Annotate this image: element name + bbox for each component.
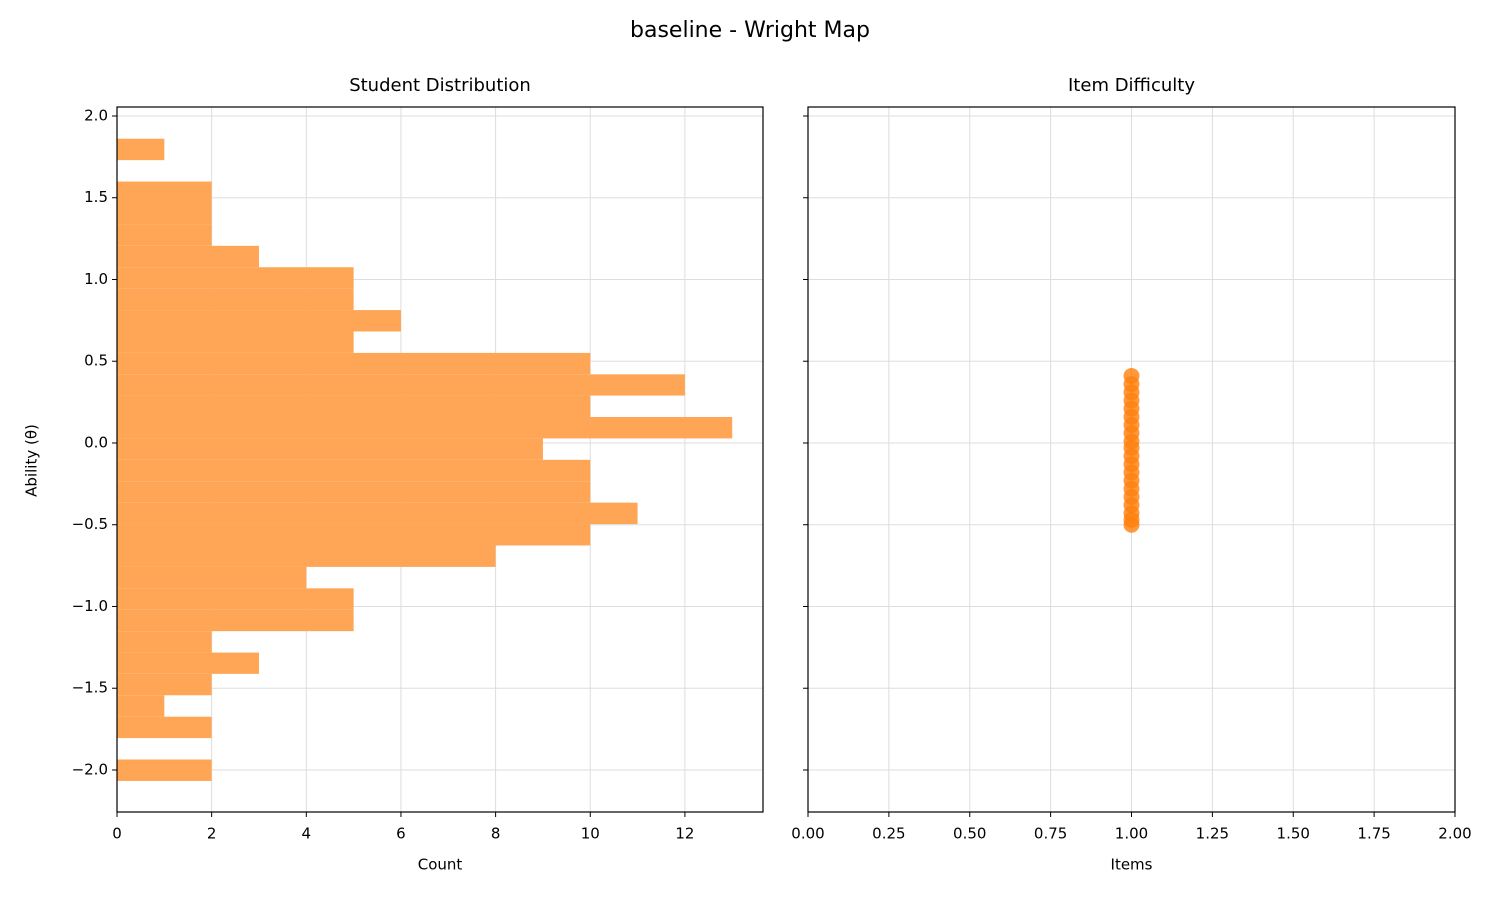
bar [117,352,591,375]
bar [117,631,212,653]
y-tick-label: 1.0 [84,270,108,288]
x-tick-label: 1.25 [1196,825,1229,843]
bar [117,288,354,311]
bar [117,695,165,717]
x-tick-label: 1.75 [1357,825,1390,843]
bar [117,395,591,417]
bar [117,652,259,674]
x-axis-label: Items [1111,856,1153,874]
bar [117,609,354,632]
x-tick-label: 0 [112,825,122,843]
y-tick-label: 1.5 [84,188,108,206]
bar [117,566,307,589]
y-tick-label: 0.5 [84,352,108,370]
bar [117,438,543,460]
bar [117,331,354,353]
bar [117,481,591,503]
axes-frame [807,106,1456,813]
bar [117,374,685,396]
axes-frame [116,106,764,813]
bar [117,716,212,739]
x-tick-label: 2.00 [1438,825,1471,843]
x-tick-label: 0.50 [953,825,986,843]
y-tick-label: −0.5 [72,515,108,533]
bar [117,759,212,781]
y-tick-label: −1.5 [72,679,108,697]
y-tick-label: −1.0 [72,597,108,615]
y-tick-label: 0.0 [84,433,108,451]
panel-title: Student Distribution [349,75,531,96]
bar [117,524,591,546]
y-axis-label: Ability (θ) [23,424,41,497]
bar [117,245,259,268]
x-tick-label: 0.75 [1034,825,1067,843]
x-tick-label: 1.50 [1277,825,1310,843]
bar [117,267,354,289]
bar [117,588,354,610]
x-tick-label: 12 [675,825,694,843]
panel-title: Item Difficulty [1068,75,1195,96]
x-tick-label: 4 [302,825,312,843]
bar [117,310,401,332]
bar [117,545,496,567]
bar [117,224,212,246]
x-tick-label: 2 [207,825,217,843]
bar [117,202,212,225]
figure-title: baseline - Wright Map [630,18,870,43]
x-axis-label: Count [418,856,463,874]
x-tick-label: 0.25 [872,825,905,843]
y-tick-label: 2.0 [84,106,108,124]
x-tick-label: 1.00 [1115,825,1148,843]
point [1123,516,1140,533]
bar [117,502,638,525]
bar [117,673,212,696]
bar [117,181,212,203]
x-tick-label: 8 [491,825,501,843]
y-tick-label: −2.0 [72,760,108,778]
bar [117,138,165,161]
x-tick-label: 10 [581,825,600,843]
x-tick-label: 6 [396,825,406,843]
bar [117,459,591,482]
x-tick-label: 0.00 [791,825,824,843]
bar [117,416,733,439]
